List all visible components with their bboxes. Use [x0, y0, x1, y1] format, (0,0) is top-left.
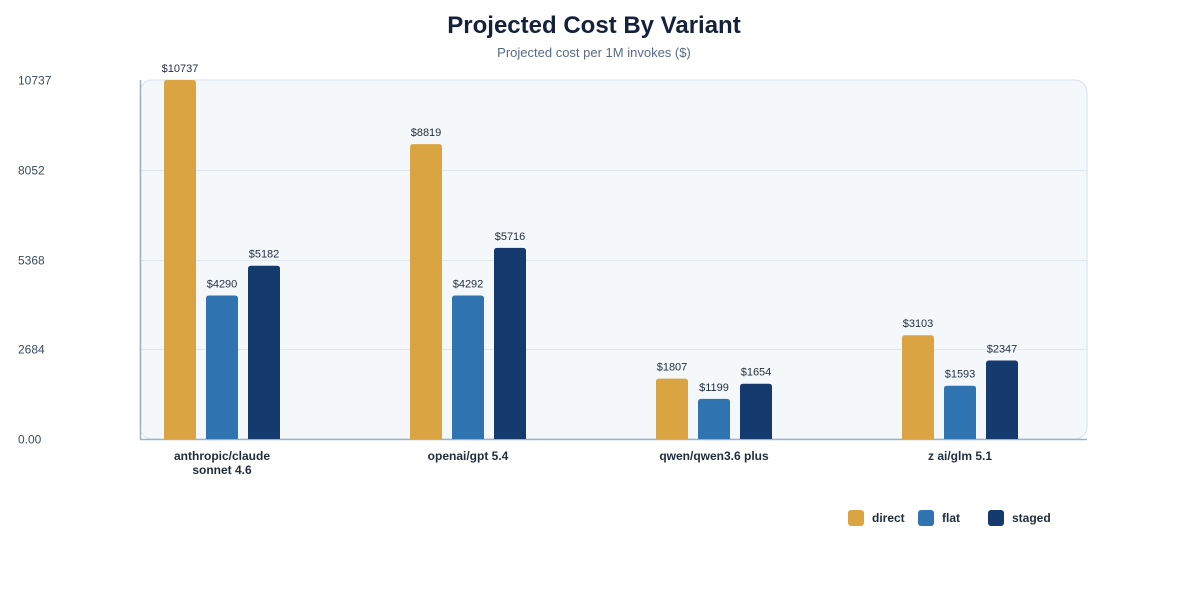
data-label: $8819 — [411, 127, 442, 139]
bar-flat[interactable] — [452, 295, 484, 439]
plot-area — [139, 79, 1088, 440]
chart-title: Projected Cost By Variant — [447, 12, 741, 39]
y-tick-label: 8052 — [18, 164, 45, 178]
bar-staged[interactable] — [248, 265, 280, 439]
bar-staged[interactable] — [986, 360, 1018, 439]
x-tick-label: z ai/glm 5.1 — [928, 449, 992, 463]
chart-subtitle: Projected cost per 1M invokes ($) — [497, 45, 691, 60]
data-label: $5182 — [249, 249, 280, 261]
y-tick-label: 10737 — [18, 74, 52, 88]
y-axis-ticks: 0.00 2684 5368 8052 10737 — [18, 74, 52, 447]
x-tick-label: anthropic/claude — [174, 449, 270, 463]
data-label: $1807 — [657, 362, 688, 374]
data-label: $5716 — [495, 231, 526, 243]
legend-label-staged: staged — [1012, 511, 1051, 525]
data-label: $1199 — [699, 382, 729, 394]
bar-direct[interactable] — [902, 335, 934, 439]
bar-staged[interactable] — [740, 383, 772, 439]
legend-swatch-flat — [918, 510, 934, 526]
x-tick-label: qwen/qwen3.6 plus — [659, 449, 769, 463]
bar-flat[interactable] — [944, 385, 976, 439]
data-labels: $10737 $4290 $5182 $8819 $4292 $5716 $1807 $119… — [162, 63, 1018, 394]
data-label: $4290 — [207, 279, 238, 291]
legend-swatch-staged — [988, 510, 1004, 526]
data-label: $3103 — [903, 318, 934, 330]
x-tick-label: sonnet 4.6 — [192, 463, 252, 477]
bar-flat[interactable] — [206, 295, 238, 439]
data-label: $4292 — [453, 278, 484, 290]
bar-direct[interactable] — [656, 378, 688, 439]
y-tick-label: 2684 — [18, 343, 45, 357]
bars — [164, 80, 1018, 440]
y-tick-label: 0.00 — [18, 433, 42, 447]
x-tick-label: openai/gpt 5.4 — [428, 449, 509, 463]
legend: direct flat staged — [848, 510, 1051, 526]
bar-flat[interactable] — [698, 398, 730, 439]
data-label: $1593 — [945, 369, 976, 381]
data-label: $2347 — [987, 344, 1018, 356]
bar-direct[interactable] — [410, 144, 442, 440]
legend-label-direct: direct — [872, 511, 905, 525]
data-label: $10737 — [162, 63, 199, 75]
bar-staged[interactable] — [494, 247, 526, 439]
legend-swatch-direct — [848, 510, 864, 526]
data-label: $1654 — [741, 367, 772, 379]
legend-label-flat: flat — [942, 511, 960, 525]
bar-direct[interactable] — [164, 80, 196, 439]
y-tick-label: 5368 — [18, 254, 45, 268]
